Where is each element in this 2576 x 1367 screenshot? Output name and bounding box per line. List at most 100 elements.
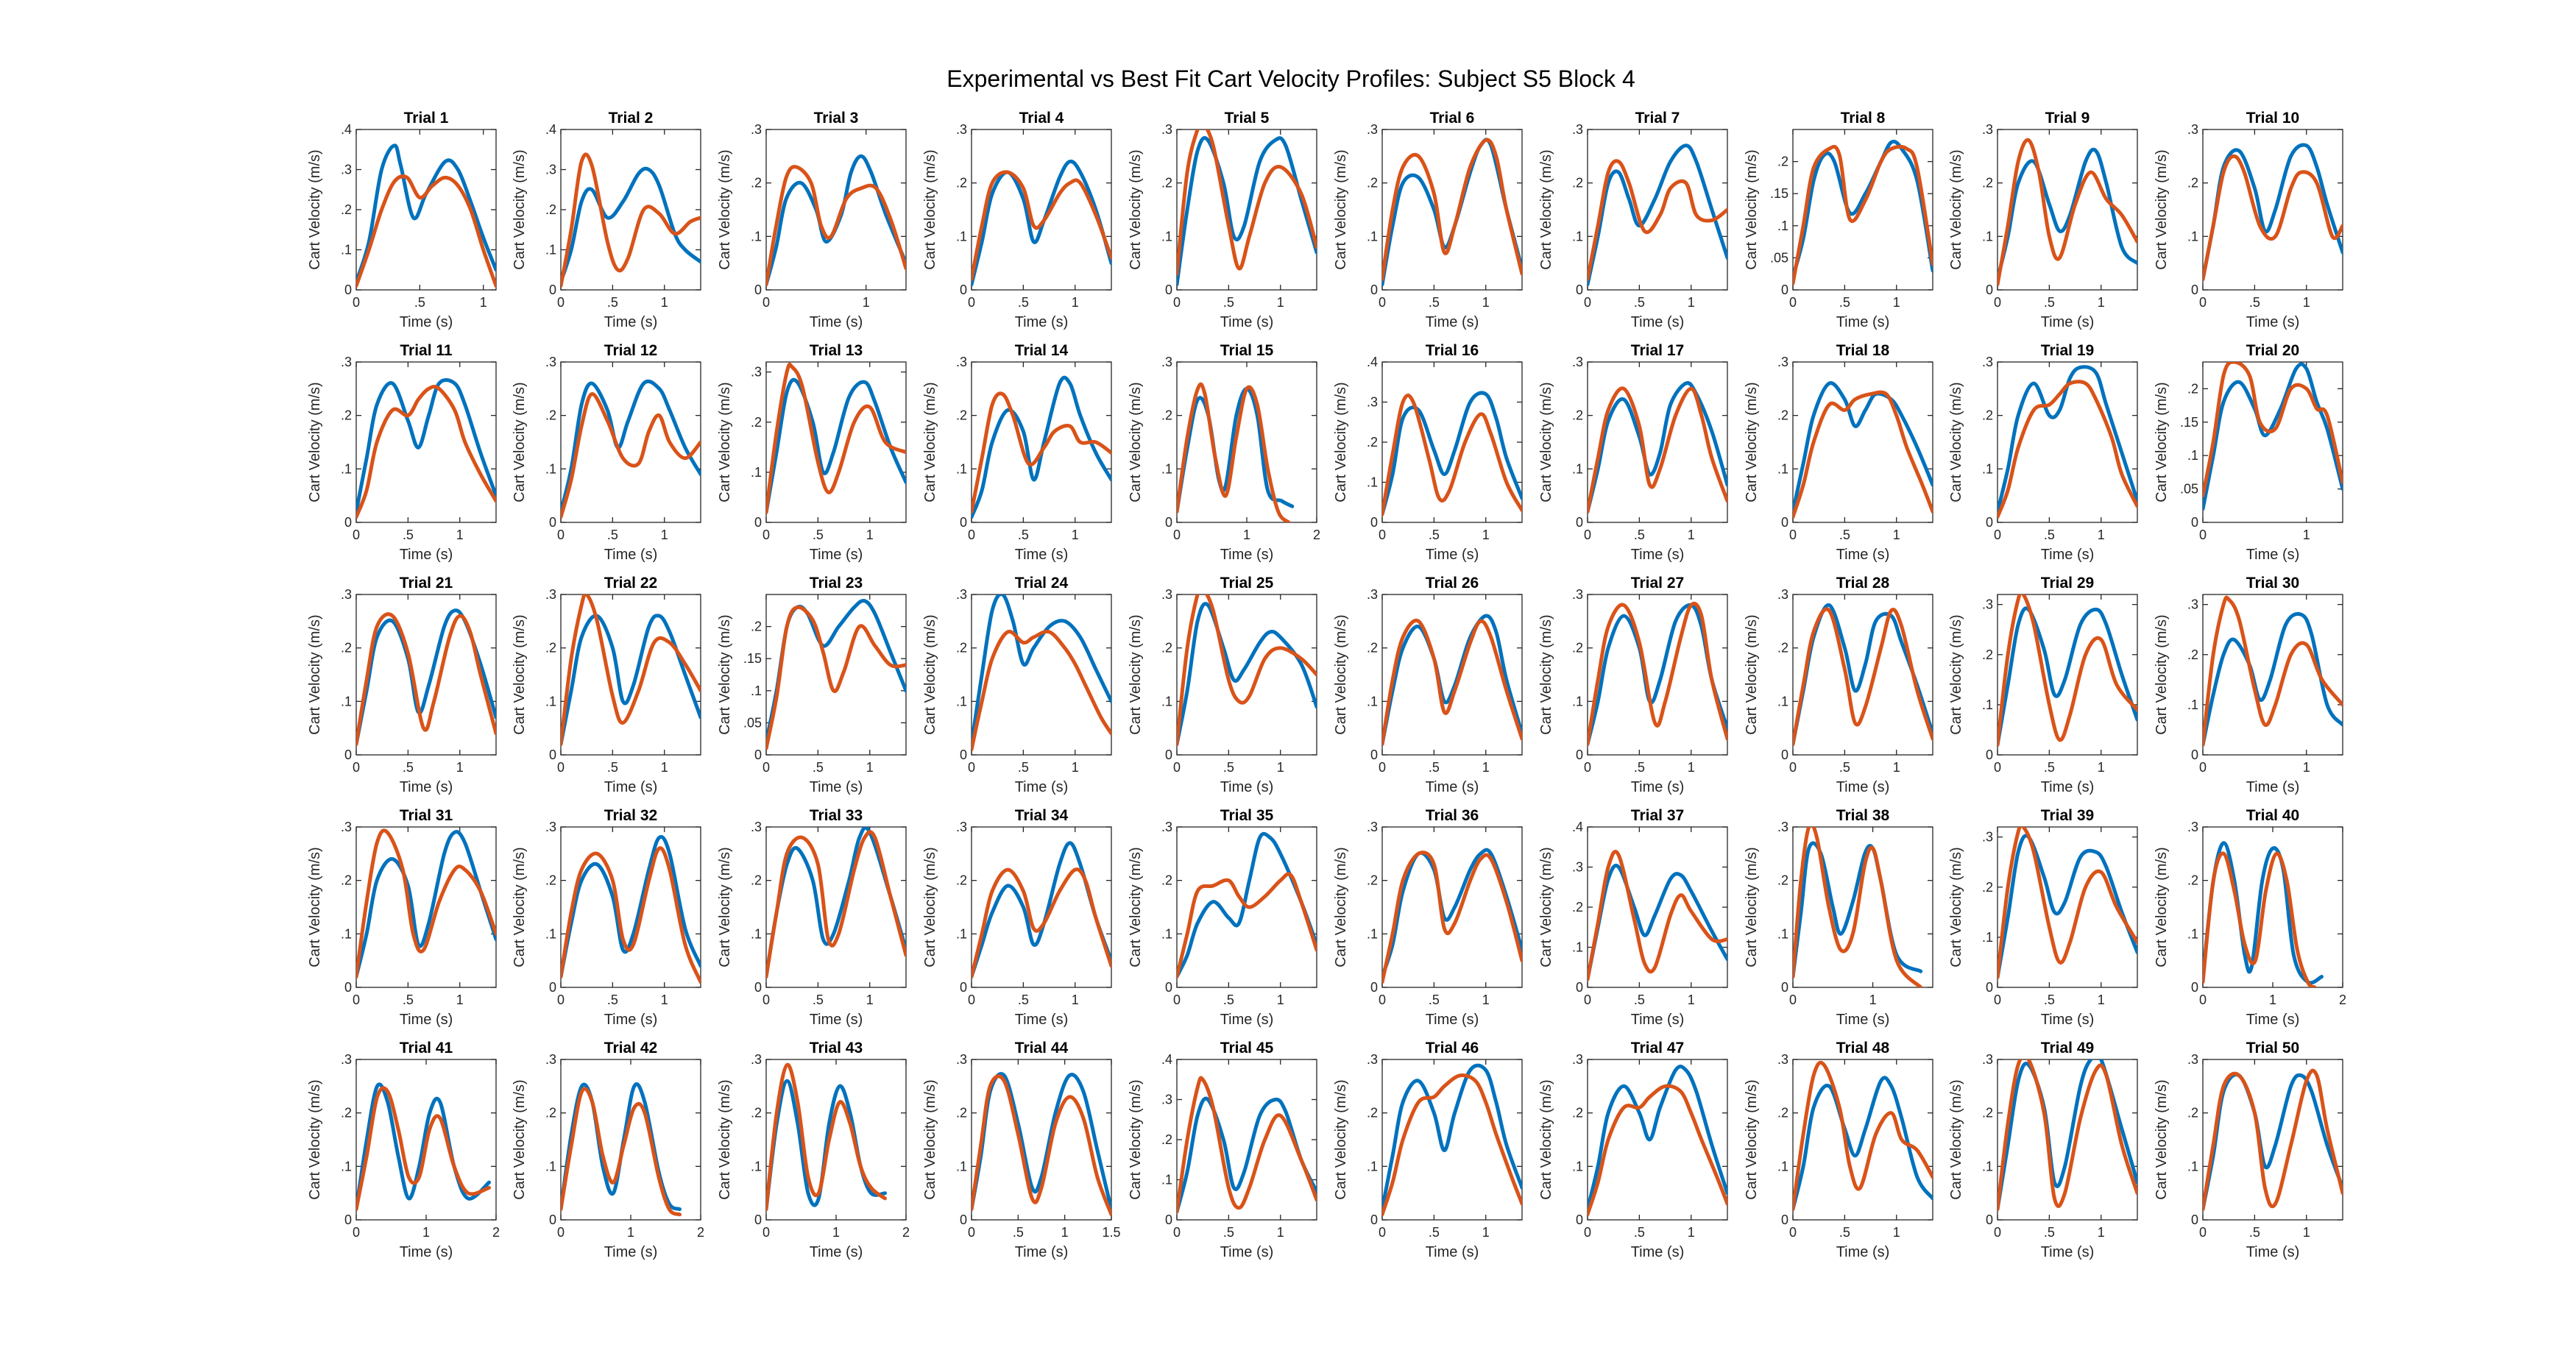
- y-axis-label: Cart Velocity (m/s): [1948, 847, 1964, 967]
- y-tick-label: .2: [2187, 647, 2198, 662]
- axes-box: [560, 594, 701, 756]
- best-fit-line: [972, 629, 1111, 752]
- x-tick-label: 0: [1584, 528, 1591, 542]
- x-tick-label: 1: [1688, 528, 1695, 542]
- x-tick-label: 1: [2098, 993, 2105, 1007]
- y-tick-label: .2: [341, 202, 352, 217]
- y-axis-label: Cart Velocity (m/s): [717, 382, 733, 502]
- x-axis-label: Time (s): [2246, 1244, 2300, 1260]
- experimental-line: [1998, 365, 2137, 514]
- experimental-line: [1382, 1063, 1522, 1211]
- x-tick-label: .5: [1634, 528, 1645, 542]
- y-axis-label: Cart Velocity (m/s): [2154, 614, 2170, 734]
- best-fit-line: [1177, 594, 1317, 746]
- best-fit-line: [972, 170, 1111, 281]
- y-tick-label: .2: [1367, 1106, 1378, 1121]
- y-tick-label: .2: [1777, 641, 1788, 656]
- figure-title: Experimental vs Best Fit Cart Velocity P…: [946, 65, 1635, 92]
- x-tick-label: 0: [762, 760, 770, 775]
- x-tick-label: .5: [2044, 993, 2055, 1007]
- subplot-trial-14: Trial 14 0 .5 1 0 .1 .2 .3 Time (s) Cart Velocity…: [922, 342, 1112, 563]
- best-fit-line: [561, 846, 701, 984]
- y-tick-label: .3: [1161, 820, 1172, 834]
- x-tick-label: .5: [1429, 993, 1440, 1007]
- y-tick-label: 0: [1165, 515, 1172, 530]
- subplot-title: Trial 49: [2041, 1040, 2094, 1057]
- y-tick-label: .3: [956, 355, 967, 369]
- y-tick-label: .1: [751, 229, 762, 244]
- y-tick-label: 0: [2191, 1212, 2198, 1227]
- y-tick-label: .1: [341, 694, 352, 709]
- y-tick-label: .2: [1777, 408, 1788, 423]
- y-tick-label: .2: [1572, 176, 1583, 191]
- experimental-line: [972, 159, 1111, 287]
- subplot-title: Trial 21: [400, 575, 453, 592]
- y-tick-label: .3: [751, 122, 762, 137]
- y-tick-label: .3: [751, 365, 762, 380]
- best-fit-line: [1793, 607, 1933, 746]
- x-tick-label: .5: [607, 528, 618, 542]
- experimental-line: [1177, 1096, 1317, 1214]
- y-tick-label: .3: [1777, 587, 1788, 602]
- y-tick-label: 0: [1781, 748, 1788, 762]
- best-fit-line: [1177, 872, 1317, 979]
- subplot-trial-49: Trial 49 0 .5 1 0 .1 .2 .3 Time (s) Cart Velocity…: [1948, 1040, 2138, 1260]
- y-axis-label: Cart Velocity (m/s): [512, 614, 528, 734]
- x-tick-label: 0: [1789, 1225, 1797, 1240]
- x-axis-label: Time (s): [1426, 314, 1479, 330]
- subplot-title: Trial 30: [2246, 575, 2299, 592]
- y-tick-label: .1: [2187, 1159, 2198, 1174]
- experimental-line: [1998, 834, 2137, 979]
- axes-box: [2202, 129, 2343, 291]
- x-tick-label: 1: [2303, 295, 2310, 310]
- x-axis-label: Time (s): [1015, 779, 1069, 795]
- y-tick-label: .3: [341, 1052, 352, 1067]
- axes-box: [1587, 129, 1728, 291]
- subplot-title: Trial 6: [1430, 110, 1475, 127]
- x-tick-label: 0: [353, 528, 360, 542]
- x-tick-label: 1: [661, 295, 668, 310]
- y-tick-label: .1: [1161, 461, 1172, 476]
- y-tick-label: .2: [751, 176, 762, 191]
- y-tick-label: 0: [960, 980, 967, 995]
- x-tick-label: 1: [1688, 993, 1695, 1007]
- x-tick-label: 0: [1379, 528, 1386, 542]
- x-tick-label: 1: [480, 295, 487, 310]
- best-fit-line: [972, 391, 1111, 514]
- y-tick-label: 0: [344, 748, 352, 762]
- y-tick-label: .1: [1572, 940, 1583, 955]
- y-tick-label: .3: [1161, 355, 1172, 369]
- x-tick-label: 0: [557, 528, 565, 542]
- y-tick-label: .2: [956, 1106, 967, 1121]
- y-tick-label: .1: [545, 243, 556, 258]
- series-group: [766, 362, 906, 514]
- x-tick-label: .5: [1013, 1225, 1024, 1240]
- x-tick-label: 1: [456, 993, 464, 1007]
- subplot-trial-11: Trial 11 0 .5 1 0 .1 .2 .3 Time (s) Cart Velocity…: [307, 342, 497, 563]
- y-axis-label: Cart Velocity (m/s): [307, 1079, 323, 1199]
- y-tick-label: .3: [2187, 820, 2198, 834]
- y-axis-label: Cart Velocity (m/s): [922, 614, 938, 734]
- y-tick-label: .3: [2187, 1052, 2198, 1067]
- best-fit-line: [1793, 144, 1933, 285]
- y-tick-label: .3: [545, 163, 556, 177]
- best-fit-line: [972, 1074, 1111, 1217]
- x-tick-label: 1: [2098, 295, 2105, 310]
- x-tick-label: 0: [762, 295, 770, 310]
- y-tick-label: .3: [956, 1052, 967, 1067]
- subplot-title: Trial 29: [2041, 575, 2094, 592]
- x-axis-label: Time (s): [1631, 1012, 1685, 1028]
- best-fit-line: [2203, 362, 2343, 498]
- y-tick-label: .3: [2187, 122, 2198, 137]
- subplot-trial-38: Trial 38 0 1 0 .1 .2 .3 Time (s) Cart Velocity (…: [1744, 807, 1933, 1028]
- y-tick-label: .1: [1367, 1159, 1378, 1174]
- y-tick-label: .1: [545, 461, 556, 476]
- y-tick-label: 0: [1165, 283, 1172, 297]
- x-tick-label: 1: [1688, 1225, 1695, 1240]
- subplot-title: Trial 22: [604, 575, 657, 592]
- x-tick-label: 0: [1789, 760, 1797, 775]
- subplot-trial-44: Trial 44 0 .5 1 1.5 0 .1 .2 .3 Time (s) Cart Veloc…: [922, 1040, 1121, 1260]
- y-tick-label: .3: [1982, 597, 1993, 612]
- subplot-title: Trial 46: [1426, 1040, 1479, 1057]
- y-axis-label: Cart Velocity (m/s): [1948, 149, 1964, 269]
